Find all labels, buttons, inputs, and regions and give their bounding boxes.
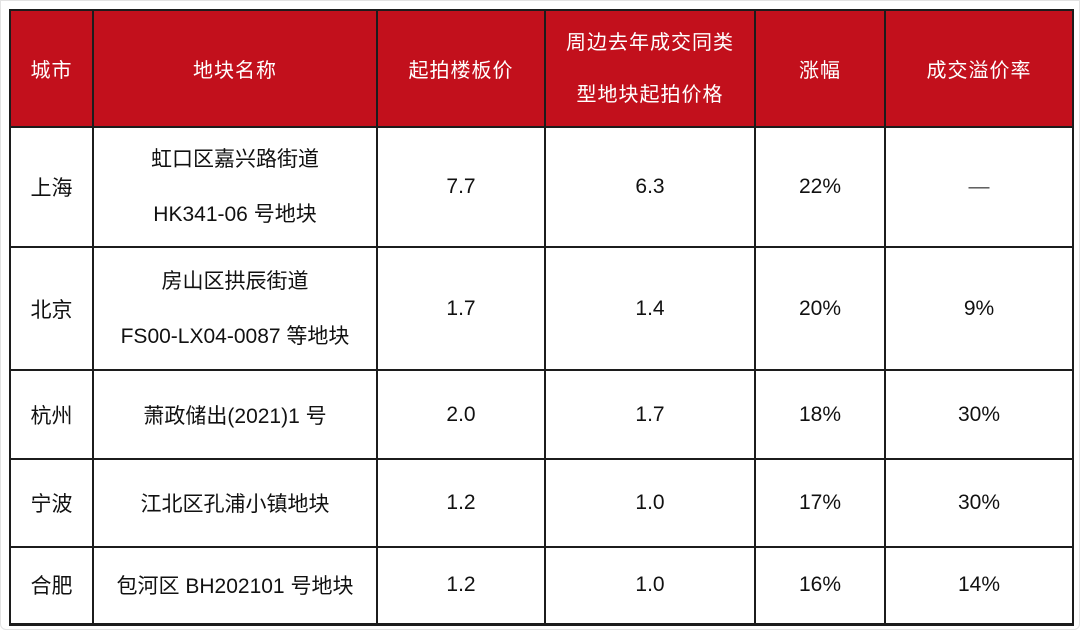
cell-starting-floor-price: 7.7 [376,126,546,248]
col-header-premium-rate: 成交溢价率 [884,9,1074,128]
plot-name-line1: 房山区拱辰街道 [161,269,309,293]
cell-increase: 20% [754,246,886,371]
cell-city: 上海 [9,126,94,248]
cell-nearby-last-year-price: 6.3 [544,126,756,248]
cell-premium-rate: 14% [884,546,1074,626]
table-row-beijing: 北京 房山区拱辰街道 FS00-LX04-0087 等地块 1.7 1.4 20… [9,246,1074,371]
table-row-hangzhou: 杭州 萧政储出(2021)1 号 2.0 1.7 18% 30% [9,369,1074,460]
cell-starting-floor-price: 1.2 [376,458,546,548]
cell-city: 宁波 [9,458,94,548]
cell-plot-name: 房山区拱辰街道 FS00-LX04-0087 等地块 [92,246,378,371]
cell-plot-name: 萧政储出(2021)1 号 [92,369,378,460]
cell-city: 北京 [9,246,94,371]
cell-premium-rate: — [884,126,1074,248]
cell-starting-floor-price: 1.2 [376,546,546,626]
table-row-ningbo: 宁波 江北区孔浦小镇地块 1.2 1.0 17% 30% [9,458,1074,548]
cell-nearby-last-year-price: 1.7 [544,369,756,460]
col-header-increase: 涨幅 [754,9,886,128]
col-header-nearby-line1: 周边去年成交同类 [566,31,734,54]
table-row-hefei: 合肥 包河区 BH202101 号地块 1.2 1.0 16% 14% [9,546,1074,626]
cell-plot-name: 虹口区嘉兴路街道 HK341-06 号地块 [92,126,378,248]
plot-name-line1: 虹口区嘉兴路街道 [151,148,319,171]
cell-starting-floor-price: 2.0 [376,369,546,460]
cell-city: 杭州 [9,369,94,460]
cell-premium-rate: 30% [884,369,1074,460]
col-header-nearby-line2: 型地块起拍价格 [576,83,724,106]
cell-premium-rate: 30% [884,458,1074,548]
cell-increase: 16% [754,546,886,626]
cell-increase: 17% [754,458,886,548]
cell-nearby-last-year-price: 1.0 [544,458,756,548]
cell-nearby-last-year-price: 1.4 [544,246,756,371]
table-header-row: 城市 地块名称 起拍楼板价 周边去年成交同类 型地块起拍价格 涨幅 成交溢价率 [9,9,1074,128]
cell-premium-rate: 9% [884,246,1074,371]
col-header-nearby-last-year-price: 周边去年成交同类 型地块起拍价格 [544,9,756,128]
table-row-shanghai: 上海 虹口区嘉兴路街道 HK341-06 号地块 7.7 6.3 22% — [9,126,1074,248]
cell-starting-floor-price: 1.7 [376,246,546,371]
col-header-starting-floor-price: 起拍楼板价 [376,9,546,128]
land-auction-table: 城市 地块名称 起拍楼板价 周边去年成交同类 型地块起拍价格 涨幅 成交溢价率 … [9,9,1074,626]
cell-nearby-last-year-price: 1.0 [544,546,756,626]
cell-plot-name: 包河区 BH202101 号地块 [92,546,378,626]
cell-plot-name: 江北区孔浦小镇地块 [92,458,378,548]
plot-name-line2: FS00-LX04-0087 等地块 [120,324,350,348]
cell-city: 合肥 [9,546,94,626]
plot-name-line2: HK341-06 号地块 [153,203,317,226]
cell-increase: 18% [754,369,886,460]
col-header-city: 城市 [9,9,94,128]
cell-increase: 22% [754,126,886,248]
col-header-plot-name: 地块名称 [92,9,378,128]
